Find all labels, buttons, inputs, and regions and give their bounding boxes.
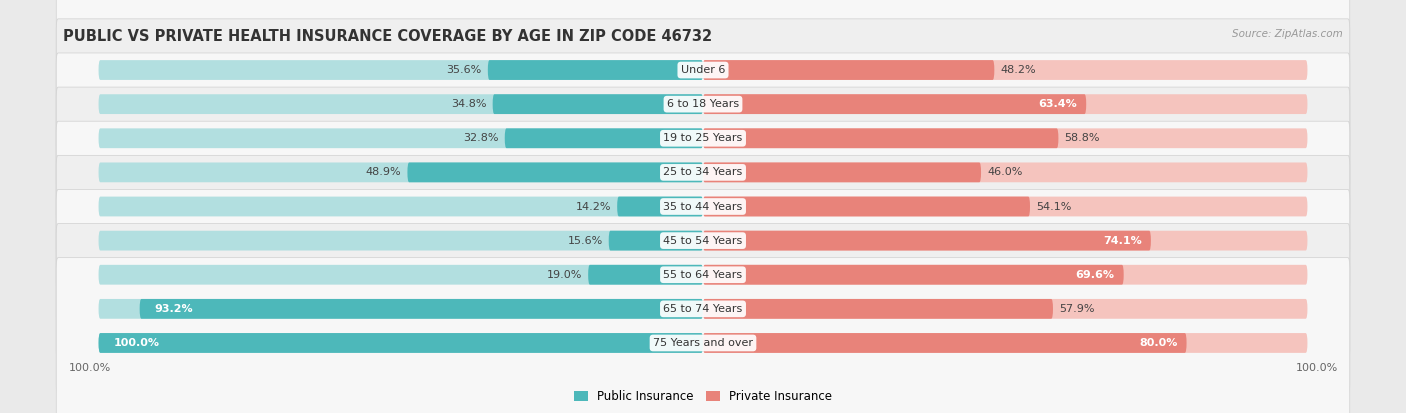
FancyBboxPatch shape [703, 94, 1087, 114]
FancyBboxPatch shape [703, 231, 1308, 251]
FancyBboxPatch shape [98, 231, 703, 251]
FancyBboxPatch shape [505, 128, 703, 148]
FancyBboxPatch shape [56, 190, 1350, 360]
FancyBboxPatch shape [703, 265, 1308, 285]
Legend: Public Insurance, Private Insurance: Public Insurance, Private Insurance [569, 385, 837, 408]
FancyBboxPatch shape [703, 162, 981, 182]
FancyBboxPatch shape [488, 60, 703, 80]
FancyBboxPatch shape [703, 299, 1053, 319]
Text: 45 to 54 Years: 45 to 54 Years [664, 236, 742, 246]
Text: 93.2%: 93.2% [155, 304, 194, 314]
FancyBboxPatch shape [703, 128, 1059, 148]
Text: 65 to 74 Years: 65 to 74 Years [664, 304, 742, 314]
FancyBboxPatch shape [703, 128, 1308, 148]
Text: 19.0%: 19.0% [547, 270, 582, 280]
Text: 74.1%: 74.1% [1104, 236, 1142, 246]
FancyBboxPatch shape [492, 94, 703, 114]
Text: 35.6%: 35.6% [447, 65, 482, 75]
FancyBboxPatch shape [703, 94, 1308, 114]
FancyBboxPatch shape [98, 60, 703, 80]
Text: Under 6: Under 6 [681, 65, 725, 75]
Text: 69.6%: 69.6% [1076, 270, 1115, 280]
Text: 15.6%: 15.6% [568, 236, 603, 246]
FancyBboxPatch shape [56, 87, 1350, 258]
FancyBboxPatch shape [703, 333, 1187, 353]
Text: 25 to 34 Years: 25 to 34 Years [664, 167, 742, 177]
FancyBboxPatch shape [98, 162, 703, 182]
Text: 55 to 64 Years: 55 to 64 Years [664, 270, 742, 280]
FancyBboxPatch shape [98, 333, 703, 353]
FancyBboxPatch shape [703, 162, 1308, 182]
Text: 100.0%: 100.0% [1295, 363, 1337, 373]
Text: 100.0%: 100.0% [69, 363, 111, 373]
Text: PUBLIC VS PRIVATE HEALTH INSURANCE COVERAGE BY AGE IN ZIP CODE 46732: PUBLIC VS PRIVATE HEALTH INSURANCE COVER… [63, 29, 713, 44]
Text: 75 Years and over: 75 Years and over [652, 338, 754, 348]
FancyBboxPatch shape [703, 197, 1308, 216]
FancyBboxPatch shape [703, 231, 1152, 251]
FancyBboxPatch shape [139, 299, 703, 319]
FancyBboxPatch shape [703, 299, 1308, 319]
FancyBboxPatch shape [56, 223, 1350, 394]
Text: 48.9%: 48.9% [366, 167, 401, 177]
FancyBboxPatch shape [56, 53, 1350, 223]
FancyBboxPatch shape [98, 333, 703, 353]
Text: 57.9%: 57.9% [1059, 304, 1094, 314]
FancyBboxPatch shape [703, 265, 1123, 285]
Text: 34.8%: 34.8% [451, 99, 486, 109]
Text: 32.8%: 32.8% [463, 133, 499, 143]
Text: Source: ZipAtlas.com: Source: ZipAtlas.com [1232, 29, 1343, 39]
FancyBboxPatch shape [617, 197, 703, 216]
Text: 58.8%: 58.8% [1064, 133, 1099, 143]
FancyBboxPatch shape [703, 60, 1308, 80]
FancyBboxPatch shape [98, 265, 703, 285]
FancyBboxPatch shape [588, 265, 703, 285]
FancyBboxPatch shape [609, 231, 703, 251]
Text: 100.0%: 100.0% [114, 338, 160, 348]
FancyBboxPatch shape [703, 333, 1308, 353]
FancyBboxPatch shape [703, 197, 1031, 216]
Text: 80.0%: 80.0% [1139, 338, 1177, 348]
Text: 14.2%: 14.2% [575, 202, 612, 211]
FancyBboxPatch shape [98, 197, 703, 216]
FancyBboxPatch shape [408, 162, 703, 182]
FancyBboxPatch shape [56, 0, 1350, 155]
FancyBboxPatch shape [56, 155, 1350, 326]
FancyBboxPatch shape [98, 128, 703, 148]
FancyBboxPatch shape [56, 19, 1350, 190]
Text: 46.0%: 46.0% [987, 167, 1022, 177]
FancyBboxPatch shape [56, 258, 1350, 413]
FancyBboxPatch shape [56, 121, 1350, 292]
Text: 54.1%: 54.1% [1036, 202, 1071, 211]
Text: 6 to 18 Years: 6 to 18 Years [666, 99, 740, 109]
Text: 63.4%: 63.4% [1039, 99, 1077, 109]
FancyBboxPatch shape [98, 299, 703, 319]
Text: 48.2%: 48.2% [1001, 65, 1036, 75]
FancyBboxPatch shape [98, 94, 703, 114]
FancyBboxPatch shape [703, 60, 994, 80]
Text: 19 to 25 Years: 19 to 25 Years [664, 133, 742, 143]
Text: 35 to 44 Years: 35 to 44 Years [664, 202, 742, 211]
